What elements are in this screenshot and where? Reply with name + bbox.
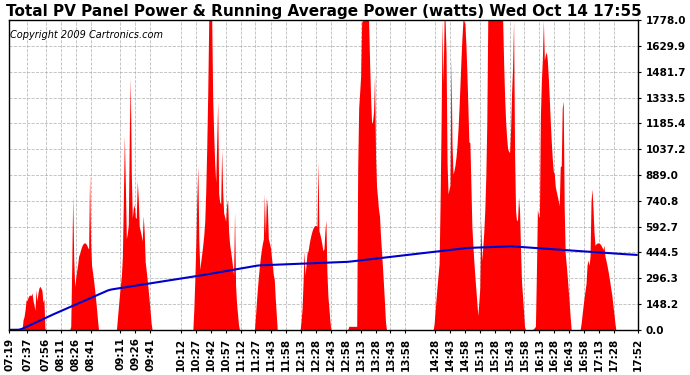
- Title: Total PV Panel Power & Running Average Power (watts) Wed Oct 14 17:55: Total PV Panel Power & Running Average P…: [6, 4, 641, 19]
- Text: Copyright 2009 Cartronics.com: Copyright 2009 Cartronics.com: [10, 30, 163, 40]
